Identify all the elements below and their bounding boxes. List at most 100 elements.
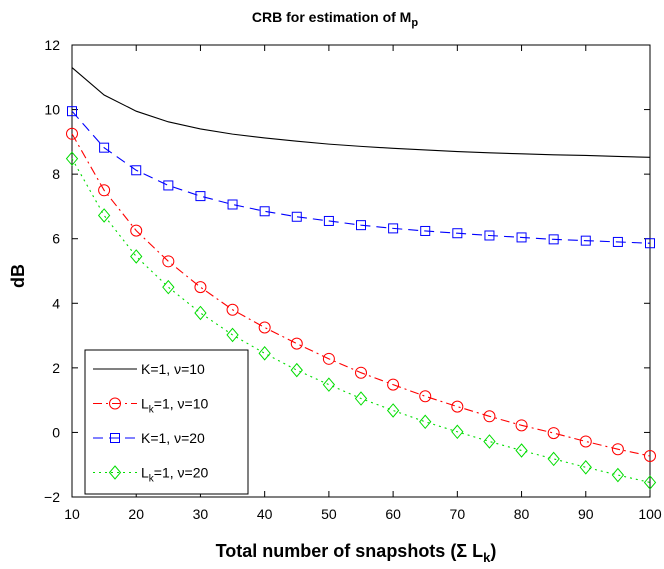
x-tick-label: 80 bbox=[514, 506, 530, 522]
data-point bbox=[322, 352, 335, 365]
legend-label-main: K=1, ν=10 bbox=[141, 361, 205, 377]
x-tick-label: 20 bbox=[128, 506, 144, 522]
legend-item: Lk=1, ν=10 bbox=[93, 396, 209, 416]
data-point bbox=[515, 443, 528, 458]
data-point bbox=[99, 142, 110, 153]
data-point bbox=[195, 191, 206, 202]
legend-label-rest: =1, ν=10 bbox=[154, 396, 209, 412]
chart-title-subscript: p bbox=[411, 17, 418, 29]
y-tick-label: 0 bbox=[52, 424, 60, 440]
data-point bbox=[611, 443, 624, 456]
legend-label: Lk=1, ν=10 bbox=[141, 396, 209, 416]
legend-label: K=1, ν=20 bbox=[141, 430, 205, 446]
data-point bbox=[163, 180, 174, 191]
axes-box bbox=[71, 44, 651, 498]
legend-label-subscript: k bbox=[149, 405, 155, 416]
legend-swatch-marker bbox=[109, 397, 121, 410]
y-tick-label: 12 bbox=[44, 37, 60, 53]
y-tick-label: 6 bbox=[52, 231, 60, 247]
plot-area: 10 20 30 40 50 60 70 80 90 100 −2 0 2 4 6 8 10 12 bbox=[44, 37, 662, 522]
data-point bbox=[290, 337, 303, 350]
series-line bbox=[71, 158, 651, 484]
data-point bbox=[258, 346, 271, 361]
data-point bbox=[130, 224, 143, 237]
x-tick-label: 60 bbox=[385, 506, 401, 522]
data-point bbox=[162, 255, 175, 268]
legend-swatch-marker bbox=[110, 433, 120, 443]
data-point bbox=[548, 234, 559, 245]
data-point bbox=[483, 434, 496, 449]
data-point bbox=[258, 321, 271, 334]
legend-label-rest: =1, ν=20 bbox=[154, 465, 209, 481]
y-tick-label: 10 bbox=[44, 102, 60, 118]
data-point bbox=[643, 475, 657, 490]
x-axis-label-main: Total number of snapshots (Σ L bbox=[216, 541, 483, 561]
data-point bbox=[162, 279, 175, 295]
x-tick-label: 70 bbox=[450, 506, 466, 522]
x-tick-label: 100 bbox=[638, 506, 662, 522]
data-point bbox=[67, 106, 77, 117]
data-point bbox=[355, 366, 367, 379]
data-point bbox=[130, 249, 143, 264]
series-line bbox=[71, 67, 651, 158]
x-tick-label: 40 bbox=[257, 506, 273, 522]
data-point bbox=[579, 460, 592, 475]
data-point bbox=[354, 391, 368, 406]
y-tick-label: 8 bbox=[52, 166, 60, 182]
data-point bbox=[452, 228, 463, 239]
x-tick-label: 50 bbox=[321, 506, 337, 522]
y-tick-label: −2 bbox=[44, 489, 60, 505]
y-tick-label: 4 bbox=[52, 295, 60, 311]
series-2 bbox=[66, 127, 656, 462]
chart-title-main: CRB for estimation of M bbox=[252, 9, 411, 25]
data-point bbox=[356, 220, 366, 231]
series-4 bbox=[65, 151, 657, 490]
legend-label-main: L bbox=[141, 465, 149, 481]
data-point bbox=[66, 127, 78, 140]
data-point bbox=[612, 236, 623, 247]
data-point bbox=[483, 410, 496, 423]
y-axis-label: dB bbox=[8, 264, 28, 288]
data-point bbox=[194, 281, 207, 294]
data-point bbox=[98, 184, 111, 197]
legend-swatch-marker bbox=[108, 465, 122, 480]
series-line bbox=[71, 133, 651, 457]
data-point bbox=[290, 362, 303, 378]
legend-item: K=1, ν=20 bbox=[93, 430, 205, 446]
data-point bbox=[226, 327, 239, 343]
data-point bbox=[516, 232, 527, 243]
x-axis-label-subscript: k bbox=[483, 550, 491, 565]
data-point bbox=[388, 223, 399, 234]
data-point bbox=[194, 305, 207, 321]
data-point bbox=[97, 208, 111, 223]
data-point bbox=[291, 211, 302, 222]
data-point bbox=[322, 377, 336, 392]
data-point bbox=[645, 238, 655, 249]
legend-label-main: L bbox=[141, 396, 149, 412]
data-point bbox=[515, 419, 528, 432]
legend-label-main: K=1, ν=20 bbox=[141, 430, 205, 446]
legend-label: K=1, ν=10 bbox=[141, 361, 205, 377]
series-3 bbox=[67, 106, 655, 249]
series-line bbox=[71, 110, 651, 244]
series-1 bbox=[71, 67, 651, 158]
legend-item: Lk=1, ν=20 bbox=[93, 465, 209, 485]
x-tick-label: 30 bbox=[193, 506, 209, 522]
data-point bbox=[387, 378, 400, 391]
y-tick-label: 2 bbox=[52, 360, 60, 376]
data-point bbox=[227, 199, 238, 210]
data-point bbox=[419, 390, 432, 403]
legend-item: K=1, ν=10 bbox=[93, 361, 205, 377]
data-point bbox=[579, 435, 592, 448]
data-point bbox=[484, 230, 495, 241]
data-point bbox=[419, 414, 432, 430]
data-point bbox=[580, 235, 591, 246]
data-point bbox=[131, 165, 142, 176]
chart-title: CRB for estimation of Mp bbox=[252, 9, 418, 29]
data-point bbox=[547, 451, 560, 467]
legend-label: Lk=1, ν=20 bbox=[141, 465, 209, 485]
data-point bbox=[259, 206, 270, 217]
data-point bbox=[386, 403, 400, 418]
